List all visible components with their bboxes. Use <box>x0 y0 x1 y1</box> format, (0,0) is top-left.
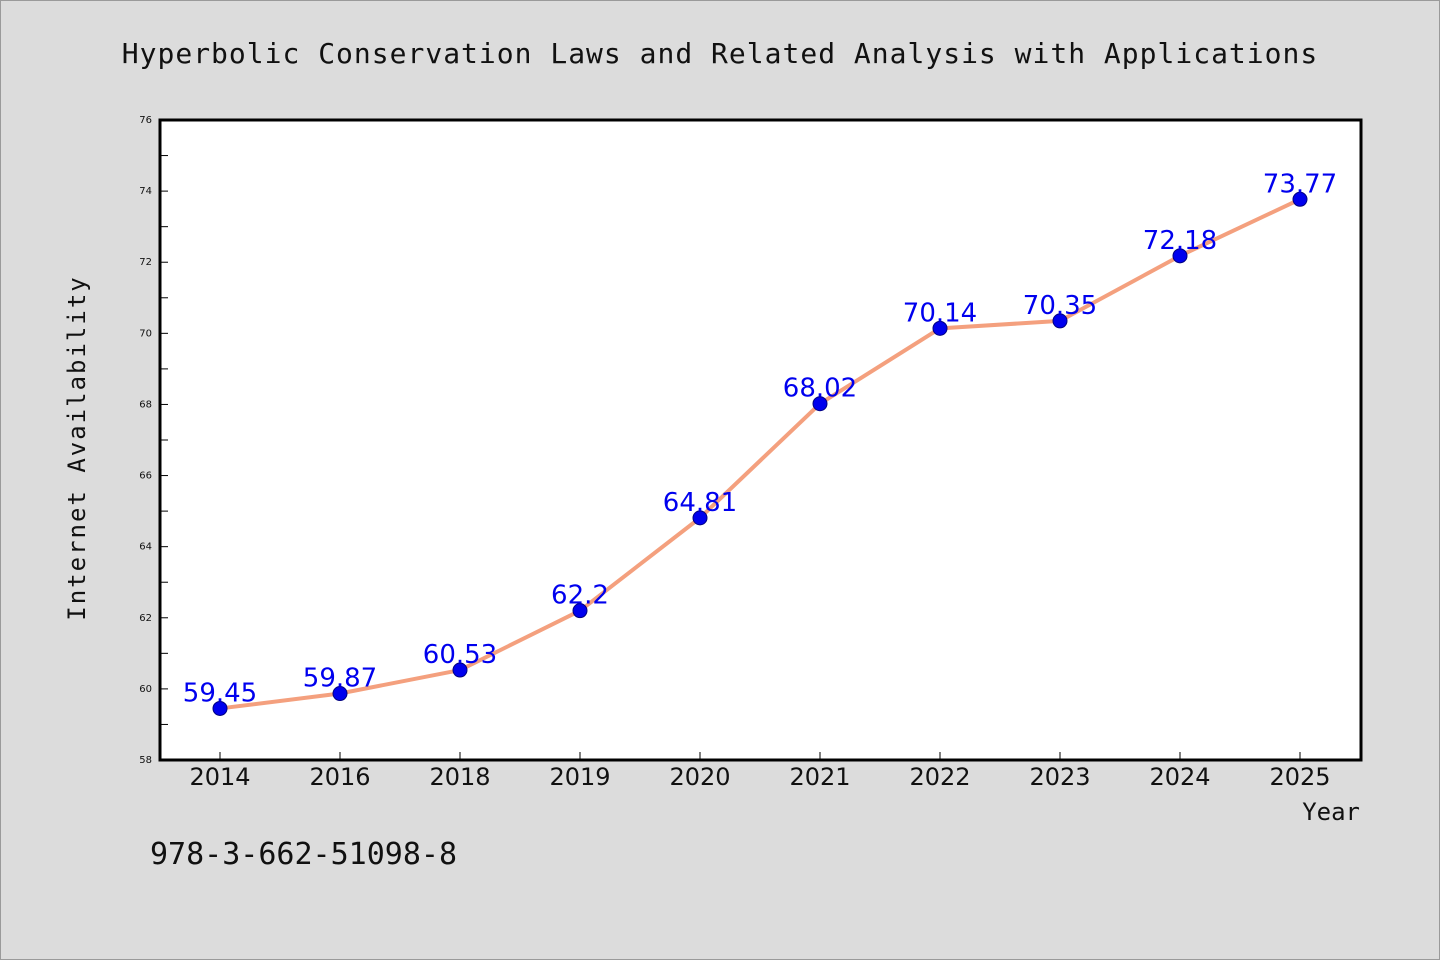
x-tick-label: 2014 <box>189 763 250 791</box>
x-tick-label: 2022 <box>909 763 970 791</box>
y-tick-label: 76 <box>139 115 152 126</box>
data-point <box>212 700 228 716</box>
y-tick-label: 70 <box>139 328 152 339</box>
x-tick-label: 2020 <box>669 763 730 791</box>
data-point <box>692 510 708 526</box>
y-tick-label: 64 <box>139 542 152 553</box>
isbn-text: 978-3-662-51098-8 <box>150 837 457 872</box>
data-label: 62.2 <box>551 581 609 611</box>
data-point <box>572 603 588 619</box>
data-label: 64.81 <box>663 488 737 518</box>
data-point <box>452 662 468 678</box>
data-point <box>332 686 348 702</box>
plot-area <box>158 118 1363 762</box>
data-label: 73.77 <box>1263 169 1337 199</box>
x-axis: 2014 2016 2018 2019 2020 2021 2022 2023 2024 2025 <box>189 752 1331 791</box>
y-tick-label: 58 <box>139 755 152 766</box>
data-label: 60.53 <box>423 640 497 670</box>
data-label: 68.02 <box>783 374 857 404</box>
y-axis-label: Internet Availability <box>63 275 91 620</box>
data-point <box>1292 191 1308 207</box>
x-tick-label: 2021 <box>789 763 850 791</box>
x-tick-label: 2018 <box>429 763 490 791</box>
y-tick-label: 66 <box>139 471 152 482</box>
y-axis: 58 60 62 64 66 68 70 72 74 76 <box>139 115 168 766</box>
data-labels: 59.45 59.87 60.53 62.2 64.81 68.02 70.14 70.35 7… <box>183 169 1337 708</box>
data-point <box>1172 248 1188 264</box>
x-tick-label: 2023 <box>1029 763 1090 791</box>
data-points <box>212 191 1308 716</box>
y-tick-label: 60 <box>139 684 152 695</box>
data-label: 70.35 <box>1023 291 1097 321</box>
x-tick-label: 2024 <box>1149 763 1210 791</box>
x-tick-label: 2019 <box>549 763 610 791</box>
x-tick-label: 2016 <box>309 763 370 791</box>
x-axis-label: Year <box>1302 798 1360 826</box>
y-tick-label: 68 <box>139 399 152 410</box>
data-label: 72.18 <box>1143 226 1217 256</box>
data-label: 70.14 <box>903 298 977 328</box>
data-point <box>812 396 828 412</box>
y-tick-label: 62 <box>139 613 152 624</box>
y-tick-label: 72 <box>139 257 152 268</box>
data-label: 59.87 <box>303 664 377 694</box>
series-line <box>219 197 1301 711</box>
chart-title: Hyperbolic Conservation Laws and Related… <box>122 37 1318 70</box>
y-tick-label: 74 <box>139 186 152 197</box>
data-point <box>1052 313 1068 329</box>
x-tick-label: 2025 <box>1269 763 1330 791</box>
data-label: 59.45 <box>183 678 257 708</box>
data-point <box>932 320 948 336</box>
